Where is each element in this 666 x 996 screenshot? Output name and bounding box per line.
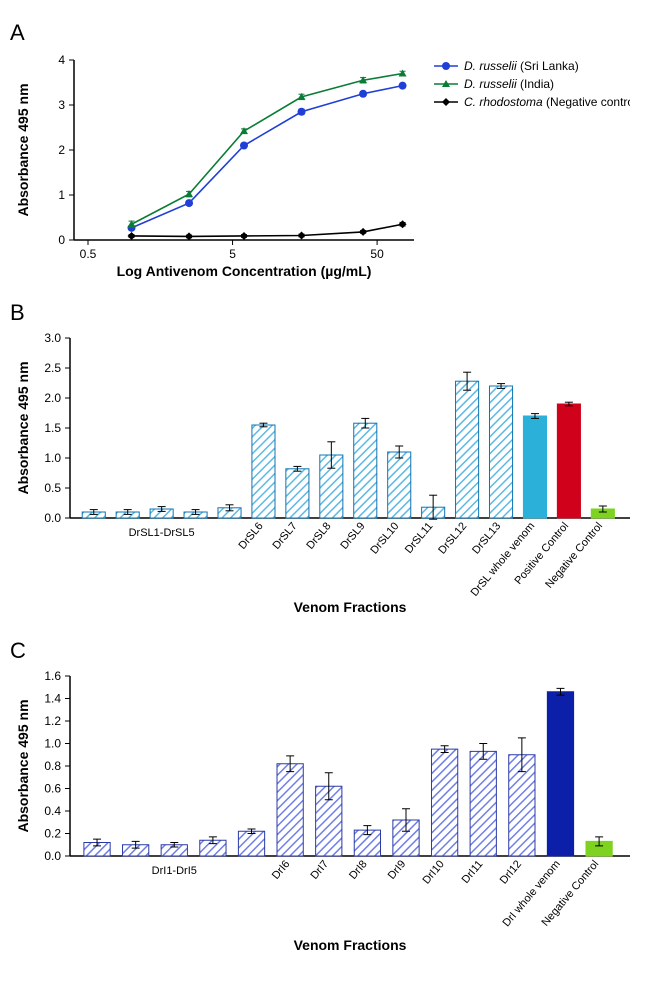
svg-text:1.5: 1.5 [44, 421, 61, 435]
svg-text:DrSL8: DrSL8 [304, 520, 333, 552]
panel-b-label: B [10, 300, 656, 326]
svg-text:Absorbance 495 nm: Absorbance 495 nm [15, 699, 31, 832]
svg-text:2: 2 [58, 143, 65, 157]
svg-text:DrI9: DrI9 [386, 858, 409, 882]
svg-text:DrSL9: DrSL9 [338, 520, 367, 552]
svg-text:Venom Fractions: Venom Fractions [294, 937, 407, 953]
svg-text:0.0: 0.0 [44, 849, 61, 863]
svg-text:0.5: 0.5 [80, 247, 97, 261]
panel-c-chart: 0.0 0.2 0.4 0.6 0.8 1.0 1.2 1.4 1.6 DrI1-DrI5 DrI6… [10, 668, 650, 956]
svg-text:DrSL6: DrSL6 [237, 520, 266, 552]
svg-text:0.0: 0.0 [44, 511, 61, 525]
svg-text:2.0: 2.0 [44, 391, 61, 405]
svg-text:DrSL11: DrSL11 [403, 520, 436, 556]
svg-text:0: 0 [58, 233, 65, 247]
svg-text:DrI7: DrI7 [309, 858, 332, 882]
svg-text:0.8: 0.8 [44, 759, 61, 773]
svg-text:1.2: 1.2 [44, 714, 61, 728]
svg-text:0.2: 0.2 [44, 827, 61, 841]
svg-text:3.0: 3.0 [44, 331, 61, 345]
svg-text:50: 50 [370, 247, 384, 261]
svg-text:Log Antivenom Concentration (µ: Log Antivenom Concentration (µg/mL) [117, 263, 372, 279]
panel-c: C 0.0 0.2 0.4 0.6 0.8 1.0 1.2 1.4 1.6 DrI1-DrI5 Dr… [10, 638, 656, 956]
svg-text:DrSL1-DrSL5: DrSL1-DrSL5 [129, 527, 195, 539]
panel-c-label: C [10, 638, 656, 664]
panel-a-chart: 0 1 2 3 4 0.5 5 50 Log Antivenom Concentration (… [10, 50, 630, 280]
panel-a-label: A [10, 20, 656, 46]
svg-text:3: 3 [58, 98, 65, 112]
svg-text:DrI12: DrI12 [498, 858, 524, 886]
svg-text:1: 1 [58, 188, 65, 202]
svg-text:2.5: 2.5 [44, 361, 61, 375]
svg-text:DrI1-DrI5: DrI1-DrI5 [152, 865, 197, 877]
svg-text:DrSL10: DrSL10 [368, 520, 401, 556]
svg-text:C. rhodostoma (Negative contro: C. rhodostoma (Negative control) [464, 95, 630, 109]
panel-b-chart: 0.00.51.01.52.02.53.0DrSL1-DrSL5DrSL6DrS… [10, 330, 650, 618]
svg-text:DrSL whole venom: DrSL whole venom [469, 520, 538, 599]
svg-text:DrSL7: DrSL7 [270, 520, 299, 552]
svg-text:D. russelii (India): D. russelii (India) [464, 77, 554, 91]
svg-text:5: 5 [229, 247, 236, 261]
svg-text:Venom Fractions: Venom Fractions [294, 599, 407, 615]
svg-text:DrI8: DrI8 [347, 858, 370, 882]
svg-text:0.5: 0.5 [44, 481, 61, 495]
panel-a: A 0 1 2 3 4 0.5 5 50 Log Antivenom Concentration… [10, 20, 656, 280]
svg-text:DrI6: DrI6 [270, 858, 293, 882]
panel-b: B 0.00.51.01.52.02.53.0DrSL1-DrSL5DrSL6D… [10, 300, 656, 618]
svg-text:DrSL13: DrSL13 [470, 520, 503, 556]
svg-text:1.0: 1.0 [44, 737, 61, 751]
svg-text:1.6: 1.6 [44, 669, 61, 683]
svg-text:1.4: 1.4 [44, 692, 61, 706]
svg-text:1.0: 1.0 [44, 451, 61, 465]
svg-text:0.6: 0.6 [44, 782, 61, 796]
svg-text:Absorbance 495 nm: Absorbance 495 nm [15, 361, 31, 494]
svg-text:4: 4 [58, 53, 65, 67]
svg-text:DrI11: DrI11 [460, 858, 486, 886]
svg-text:DrSL12: DrSL12 [436, 520, 469, 556]
svg-text:0.4: 0.4 [44, 804, 61, 818]
svg-text:DrI10: DrI10 [420, 858, 446, 886]
svg-text:Absorbance 495 nm: Absorbance 495 nm [15, 83, 31, 216]
svg-text:D. russelii (Sri Lanka): D. russelii (Sri Lanka) [464, 59, 579, 73]
